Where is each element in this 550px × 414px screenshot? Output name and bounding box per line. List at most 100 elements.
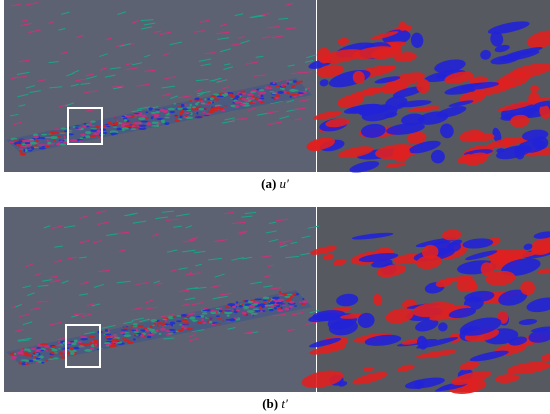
blob — [520, 280, 535, 296]
blob — [24, 354, 33, 357]
blob — [206, 316, 215, 319]
blob — [8, 141, 14, 144]
streak — [177, 95, 191, 99]
blob — [181, 325, 184, 329]
streak — [95, 210, 107, 214]
streak — [30, 307, 41, 311]
streak — [104, 74, 116, 78]
blob — [84, 130, 92, 135]
streak — [65, 102, 75, 107]
blob — [494, 44, 510, 53]
blob — [46, 139, 49, 142]
blob — [202, 321, 207, 324]
blob — [269, 301, 276, 305]
streak — [279, 242, 287, 246]
blob — [123, 119, 128, 122]
blob — [132, 322, 138, 326]
blob — [207, 101, 212, 104]
blob — [58, 347, 61, 350]
blob — [416, 255, 442, 270]
blob — [338, 381, 348, 387]
streak — [239, 231, 247, 235]
blob — [85, 135, 91, 139]
blob — [254, 298, 263, 301]
blob — [299, 91, 306, 93]
streak — [214, 273, 225, 278]
streak — [214, 239, 229, 242]
streak — [139, 318, 150, 323]
blob — [280, 306, 283, 310]
blob — [492, 127, 502, 143]
blob — [297, 92, 304, 95]
blob — [222, 320, 225, 323]
blob — [93, 341, 99, 344]
blob — [386, 122, 425, 135]
streak — [14, 328, 25, 333]
blob — [203, 114, 210, 116]
streak — [18, 59, 30, 63]
blob — [349, 161, 380, 173]
blob — [508, 63, 550, 79]
blob — [526, 297, 550, 313]
blob — [207, 110, 215, 114]
streak — [268, 121, 283, 126]
blob — [161, 326, 165, 328]
streak — [230, 42, 243, 46]
streak — [141, 26, 153, 30]
blob — [180, 328, 184, 331]
streak — [186, 287, 199, 290]
streak — [189, 337, 199, 342]
streak — [82, 313, 92, 318]
blob — [65, 341, 71, 345]
blob — [298, 80, 303, 83]
streak — [285, 255, 299, 259]
blob — [386, 72, 425, 88]
blob — [204, 98, 207, 101]
streak — [240, 117, 248, 121]
streak — [117, 11, 127, 16]
blob — [204, 307, 209, 310]
blob — [385, 96, 408, 110]
blob — [39, 144, 43, 147]
blob — [210, 94, 216, 98]
blob — [337, 94, 365, 108]
blob — [54, 352, 58, 354]
blob — [298, 301, 302, 303]
streak — [191, 302, 203, 306]
streak — [195, 88, 203, 93]
blob — [273, 97, 276, 101]
streak — [161, 314, 175, 318]
blob — [273, 307, 277, 310]
blob — [308, 312, 339, 323]
blob — [281, 304, 287, 307]
blob — [286, 293, 293, 296]
blob — [165, 113, 170, 116]
blob — [74, 125, 80, 127]
streak — [245, 61, 259, 65]
streak — [185, 225, 193, 229]
blob — [528, 329, 550, 343]
blob — [74, 127, 79, 129]
blob — [210, 323, 216, 326]
blob — [370, 47, 402, 60]
blob — [200, 315, 204, 318]
blob — [264, 86, 272, 89]
streak — [131, 317, 144, 321]
streak — [25, 85, 36, 89]
blob — [469, 350, 509, 362]
streak — [80, 82, 91, 85]
blob — [251, 95, 255, 98]
streak — [25, 263, 34, 268]
blob — [485, 270, 516, 286]
blob — [78, 342, 86, 345]
streak — [244, 211, 257, 215]
blob — [120, 329, 129, 331]
blob — [199, 98, 203, 101]
zoom-box-a — [67, 107, 103, 145]
streak — [166, 249, 178, 253]
streak — [85, 73, 95, 77]
blob — [271, 92, 277, 95]
blob — [313, 110, 343, 120]
blob — [105, 343, 110, 346]
blob — [99, 128, 107, 132]
